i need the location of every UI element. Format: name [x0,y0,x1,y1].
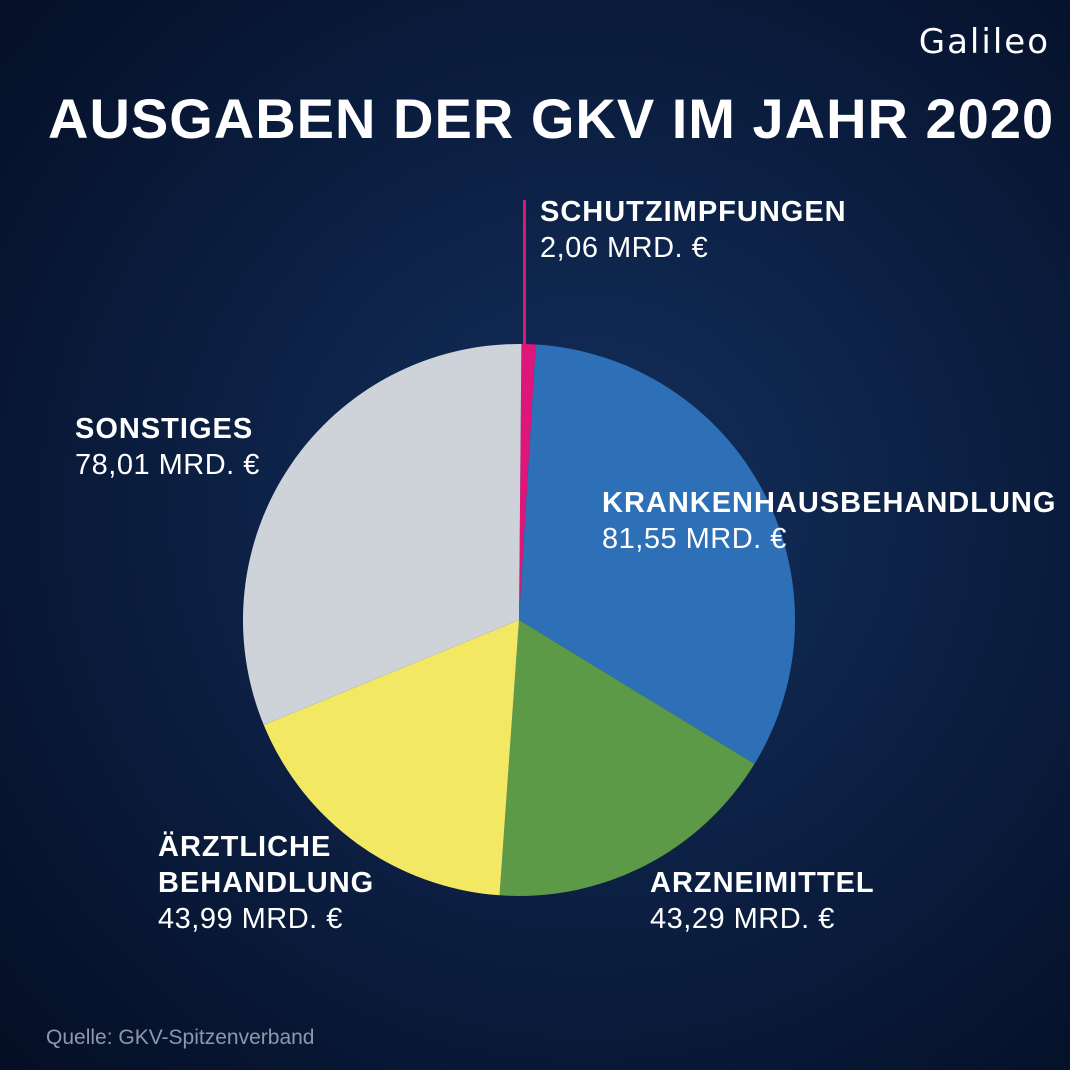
label-krankenhausbehandlung: KRANKENHAUSBEHANDLUNG 81,55 MRD. € [602,485,1056,557]
label-sonstiges-name: SONSTIGES [75,413,254,445]
label-aerztliche-behandlung: ÄRZTLICHE BEHANDLUNG 43,99 MRD. € [158,829,374,937]
label-sonstiges-value: 78,01 MRD. € [75,449,260,481]
chart-title: AUSGABEN DER GKV IM JAHR 2020 [48,87,1055,150]
label-aerztliche-behandlung-value: 43,99 MRD. € [158,903,343,935]
galileo-logo: Galileo [918,22,1050,62]
pie-slice-arzneimittel [499,620,755,896]
label-krankenhausbehandlung-value: 81,55 MRD. € [602,523,787,555]
label-arzneimittel-value: 43,29 MRD. € [650,903,835,935]
label-arzneimittel-name: ARZNEIMITTEL [650,867,875,899]
label-schutzimpfungen-name: SCHUTZIMPFUNGEN [540,196,847,228]
pie-slice-schutzimpfungen [519,344,536,620]
label-schutzimpfungen-value: 2,06 MRD. € [540,232,709,264]
label-schutzimpfungen: SCHUTZIMPFUNGEN 2,06 MRD. € [540,194,847,266]
label-aerztliche-behandlung-name-line2: BEHANDLUNG [158,867,375,899]
label-arzneimittel: ARZNEIMITTEL 43,29 MRD. € [650,865,875,937]
pie-slice-sonstiges [243,343,522,725]
pie-slice-ärztliche-behandlung [263,620,519,896]
label-sonstiges: SONSTIGES 78,01 MRD. € [75,411,260,483]
source-note: Quelle: GKV-Spitzenverband [46,1026,315,1049]
label-krankenhausbehandlung-name: KRANKENHAUSBEHANDLUNG [602,487,1057,519]
pie-slice-krankenhausbehandlung [519,344,795,764]
label-aerztliche-behandlung-name-line1: ÄRZTLICHE [158,831,332,863]
schutzimpfungen-leader-line [523,200,526,348]
